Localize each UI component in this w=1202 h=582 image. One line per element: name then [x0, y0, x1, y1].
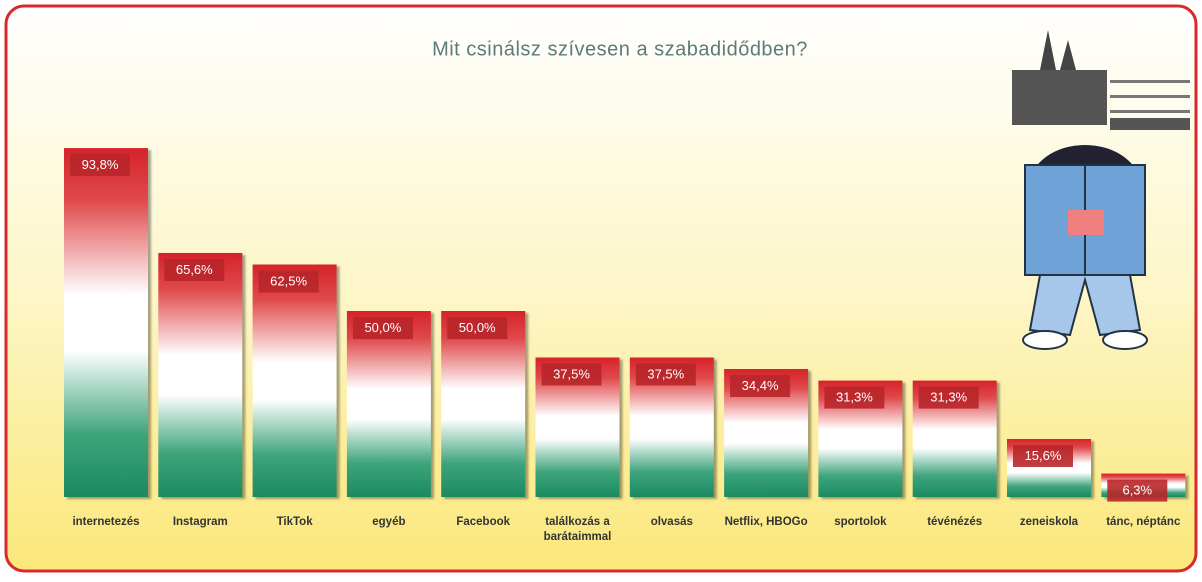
value-label-box: [352, 317, 413, 339]
category-label: sportolok: [834, 516, 887, 528]
value-label-box: [918, 386, 979, 409]
value-label: 62,5%: [270, 273, 307, 288]
value-label-box: [447, 317, 508, 339]
logo: [1012, 30, 1190, 130]
category-label: találkozás a barátaimmal: [543, 516, 612, 543]
value-label: 65,6%: [176, 262, 213, 277]
value-label-box: [1013, 444, 1073, 467]
category-label: tánc, néptánc: [1106, 516, 1181, 528]
reading-kid-illustration: [1022, 145, 1148, 350]
value-label-box: [164, 258, 225, 281]
value-label: 6,3%: [1122, 483, 1152, 498]
bar: [441, 311, 526, 497]
category-label: TikTok: [276, 516, 313, 528]
value-label-box: [258, 270, 319, 293]
value-label-box: [824, 386, 885, 409]
bar: [158, 252, 243, 497]
value-label-box: [730, 375, 791, 398]
category-label: Facebook: [456, 516, 511, 528]
bar: [252, 264, 337, 497]
chart-title: Mit csinálsz szívesen a szabadidődben?: [432, 38, 808, 60]
value-label: 93,8%: [82, 157, 119, 172]
category-label: Instagram: [172, 516, 228, 528]
category-label: tévénézés: [927, 516, 983, 528]
value-label: 31,3%: [930, 390, 967, 405]
category-label: olvasás: [650, 516, 693, 528]
value-label: 31,3%: [836, 390, 873, 405]
bar: [346, 311, 431, 497]
value-label-box: [70, 154, 130, 177]
value-label: 50,0%: [364, 320, 401, 335]
value-label: 34,4%: [742, 378, 779, 393]
value-label-box: [635, 363, 696, 386]
value-label: 37,5%: [553, 366, 590, 381]
value-label-box: [1107, 479, 1168, 502]
category-label: Netflix, HBOGo: [724, 516, 808, 528]
category-label: internetezés: [72, 516, 140, 528]
value-label: 15,6%: [1025, 448, 1062, 463]
category-label: egyéb: [372, 516, 406, 528]
value-label-box: [541, 363, 602, 386]
category-label: zeneiskola: [1019, 516, 1079, 528]
value-label: 50,0%: [459, 320, 496, 335]
value-label: 37,5%: [647, 366, 684, 381]
bar: [64, 148, 148, 497]
